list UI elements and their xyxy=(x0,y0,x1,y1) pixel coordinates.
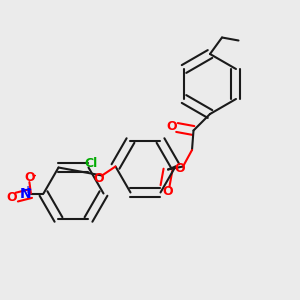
Text: O: O xyxy=(163,185,173,198)
Text: O: O xyxy=(174,162,185,176)
Text: N: N xyxy=(20,187,31,200)
Text: O: O xyxy=(94,172,104,185)
Text: O: O xyxy=(166,120,177,133)
Text: -: - xyxy=(31,170,36,181)
Text: +: + xyxy=(24,185,32,195)
Text: O: O xyxy=(24,171,35,184)
Text: O: O xyxy=(6,190,17,204)
Text: Cl: Cl xyxy=(85,158,98,170)
